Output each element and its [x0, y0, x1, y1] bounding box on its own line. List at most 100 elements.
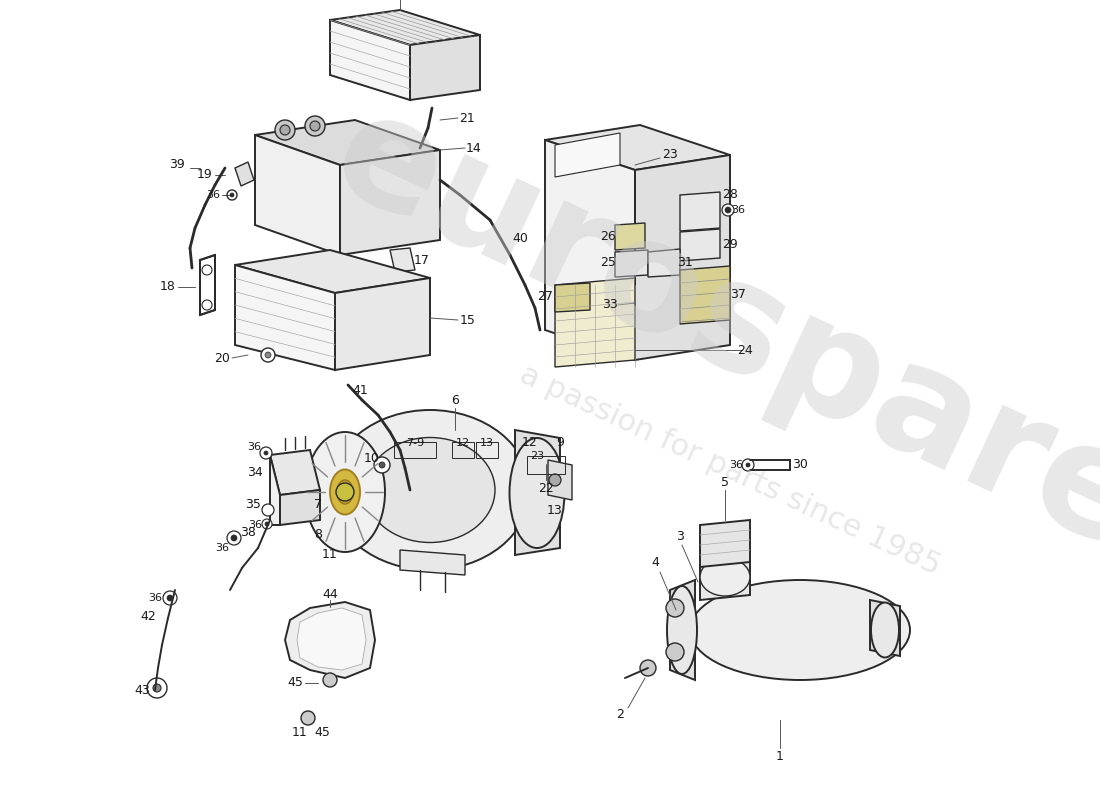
- Circle shape: [666, 599, 684, 617]
- Polygon shape: [680, 229, 720, 261]
- Polygon shape: [700, 520, 750, 567]
- Ellipse shape: [871, 602, 899, 658]
- Polygon shape: [255, 135, 340, 255]
- Polygon shape: [235, 265, 336, 370]
- Polygon shape: [270, 450, 320, 495]
- Text: 28: 28: [722, 189, 738, 202]
- Text: 8: 8: [314, 529, 322, 542]
- Text: 15: 15: [460, 314, 476, 326]
- Circle shape: [374, 457, 390, 473]
- Circle shape: [227, 531, 241, 545]
- Circle shape: [725, 207, 732, 213]
- Circle shape: [336, 483, 354, 501]
- Polygon shape: [680, 192, 720, 231]
- Text: 45: 45: [287, 677, 303, 690]
- Circle shape: [742, 459, 754, 471]
- Text: 30: 30: [792, 458, 807, 471]
- Text: 40: 40: [513, 231, 528, 245]
- Text: 29: 29: [722, 238, 738, 251]
- Text: 14: 14: [466, 142, 482, 154]
- Text: 31: 31: [678, 257, 693, 270]
- Polygon shape: [285, 602, 375, 678]
- Text: 35: 35: [245, 498, 261, 511]
- Polygon shape: [400, 550, 465, 575]
- Text: 36: 36: [248, 520, 262, 530]
- Circle shape: [163, 591, 177, 605]
- Text: 20: 20: [214, 351, 230, 365]
- Polygon shape: [336, 278, 430, 370]
- Text: 3: 3: [676, 530, 684, 542]
- Text: 44: 44: [322, 587, 338, 601]
- Text: 39: 39: [169, 158, 185, 171]
- Polygon shape: [515, 430, 560, 555]
- Circle shape: [666, 643, 684, 661]
- Polygon shape: [390, 248, 415, 272]
- Circle shape: [310, 121, 320, 131]
- Circle shape: [379, 462, 385, 468]
- Circle shape: [549, 474, 561, 486]
- Text: 36: 36: [732, 205, 745, 215]
- Circle shape: [280, 125, 290, 135]
- Circle shape: [153, 684, 161, 692]
- Text: a passion for parts since 1985: a passion for parts since 1985: [515, 359, 945, 581]
- Text: 5: 5: [720, 475, 729, 489]
- Polygon shape: [615, 223, 645, 250]
- Circle shape: [305, 116, 324, 136]
- Text: 17: 17: [414, 254, 430, 266]
- Polygon shape: [235, 250, 430, 293]
- Circle shape: [202, 300, 212, 310]
- Polygon shape: [330, 20, 410, 100]
- Polygon shape: [680, 266, 730, 324]
- Polygon shape: [410, 35, 480, 100]
- Polygon shape: [615, 250, 648, 277]
- Polygon shape: [255, 120, 440, 165]
- Circle shape: [640, 660, 656, 676]
- Text: 25: 25: [601, 257, 616, 270]
- Polygon shape: [297, 608, 366, 670]
- Polygon shape: [548, 460, 572, 500]
- Text: 11: 11: [293, 726, 308, 738]
- Ellipse shape: [337, 480, 353, 504]
- Text: 7-9: 7-9: [406, 438, 425, 448]
- Polygon shape: [870, 600, 900, 656]
- Text: 34: 34: [248, 466, 263, 478]
- Circle shape: [260, 447, 272, 459]
- Polygon shape: [544, 125, 730, 170]
- Circle shape: [301, 711, 315, 725]
- Circle shape: [231, 535, 236, 541]
- Text: 36: 36: [148, 593, 162, 603]
- Text: 13: 13: [480, 438, 494, 448]
- Polygon shape: [330, 10, 480, 45]
- Circle shape: [167, 595, 173, 601]
- Polygon shape: [235, 162, 254, 186]
- Text: 22: 22: [538, 482, 554, 494]
- Circle shape: [261, 348, 275, 362]
- Ellipse shape: [667, 586, 697, 674]
- Text: 23: 23: [530, 451, 544, 461]
- Text: 10: 10: [364, 451, 380, 465]
- Circle shape: [275, 120, 295, 140]
- Text: eurospares: eurospares: [311, 78, 1100, 622]
- Text: 12: 12: [455, 438, 470, 448]
- Circle shape: [227, 190, 236, 200]
- Text: 2: 2: [616, 709, 624, 722]
- Text: 43: 43: [134, 683, 150, 697]
- Text: 36: 36: [214, 543, 229, 553]
- Circle shape: [722, 204, 734, 216]
- Text: 36: 36: [206, 190, 220, 200]
- Text: 18: 18: [161, 281, 176, 294]
- Text: 36: 36: [248, 442, 261, 452]
- Text: 9: 9: [557, 437, 564, 450]
- Text: 13: 13: [547, 503, 563, 517]
- Text: 36: 36: [729, 460, 743, 470]
- Polygon shape: [635, 155, 730, 360]
- Circle shape: [323, 673, 337, 687]
- Text: 41: 41: [352, 383, 367, 397]
- Circle shape: [262, 519, 272, 529]
- Text: 42: 42: [140, 610, 156, 623]
- Ellipse shape: [509, 438, 564, 548]
- Text: 33: 33: [602, 298, 618, 311]
- Text: 23: 23: [662, 149, 678, 162]
- Polygon shape: [340, 150, 440, 255]
- Text: 1: 1: [777, 750, 784, 762]
